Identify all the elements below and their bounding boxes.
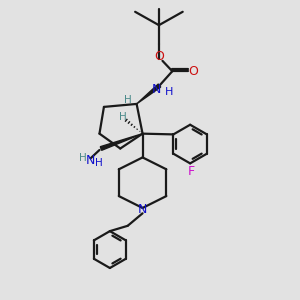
Text: H: H bbox=[124, 95, 132, 105]
Polygon shape bbox=[136, 84, 161, 104]
Text: N: N bbox=[138, 203, 147, 216]
Text: H: H bbox=[119, 112, 127, 122]
Text: N: N bbox=[85, 154, 94, 167]
Text: H: H bbox=[165, 87, 173, 97]
Text: O: O bbox=[188, 65, 198, 78]
Text: F: F bbox=[188, 165, 195, 178]
Text: H: H bbox=[79, 153, 87, 163]
Text: H: H bbox=[95, 158, 103, 168]
Text: O: O bbox=[154, 50, 164, 63]
Text: N: N bbox=[151, 82, 160, 96]
Polygon shape bbox=[100, 134, 142, 150]
